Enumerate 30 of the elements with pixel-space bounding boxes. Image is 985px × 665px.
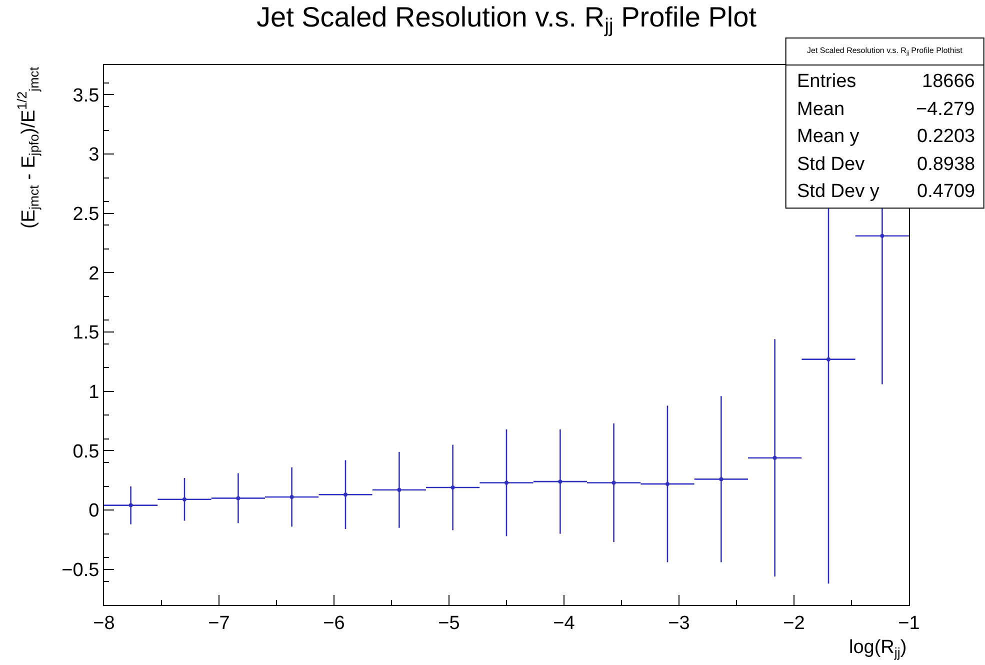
- annotation: Std Dev y: [797, 181, 880, 202]
- text: 0.2203: [917, 126, 976, 147]
- y-tick-label: 2.5: [72, 204, 100, 225]
- x-tick-label: −6: [323, 612, 345, 634]
- y-tick-label: 3.5: [72, 85, 100, 106]
- annotation: Mean y: [797, 126, 860, 147]
- x-tick-label: −5: [438, 612, 460, 634]
- x-tick-label: −4: [553, 612, 576, 634]
- x-axis-title: log(R$_{jj}$): [849, 637, 907, 660]
- text: 18666: [922, 71, 975, 92]
- y-tick-label: 3: [88, 144, 100, 166]
- y-tick-label: 1: [88, 382, 100, 404]
- y-tick-label: 0: [88, 500, 100, 522]
- text: 0.8938: [917, 154, 976, 175]
- text: −4.279: [916, 99, 975, 120]
- text: 0.4709: [917, 181, 976, 202]
- annotation: Mean: [797, 99, 845, 120]
- x-tick-label: −1: [898, 612, 920, 634]
- x-tick-label: −3: [668, 612, 690, 634]
- x-tick-label: −8: [93, 612, 115, 634]
- y-tick-label: 1.5: [72, 322, 100, 344]
- y-tick-label: −0.5: [62, 560, 100, 582]
- y-tick-label: 0.5: [72, 441, 100, 462]
- x-tick-label: −2: [783, 612, 805, 634]
- x-tick-label: −7: [208, 612, 230, 634]
- annotation: Entries: [797, 71, 856, 92]
- text: Jet Scaled Resolution v.s. R$_{jj}$ Profile Plothist: [807, 46, 964, 57]
- y-tick-label: 2: [88, 263, 100, 284]
- chart-title: Jet Scaled Resolution v.s. R$_{jj}$ Profile Plot: [256, 1, 757, 38]
- annotation: Std Dev: [797, 154, 866, 175]
